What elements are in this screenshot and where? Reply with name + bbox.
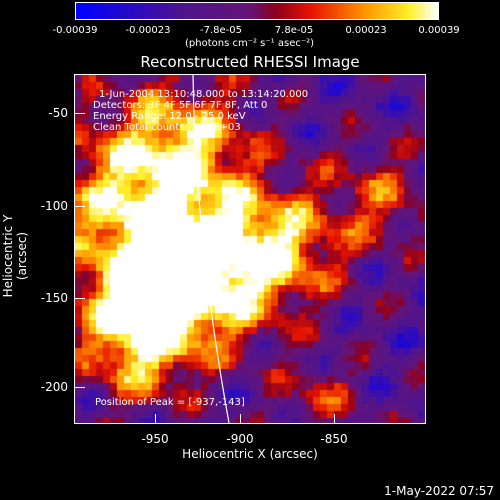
x-tick-mark: [334, 414, 335, 424]
image-plot: 1-Jun-2004 13:10:48.000 to 13:14:20.000 …: [74, 74, 426, 424]
y-tick-mark: [75, 298, 85, 299]
x-tick-label: -850: [320, 432, 348, 446]
y-axis-label: Heliocentric Y (arcsec): [1, 214, 29, 298]
colorbar-tick: -0.00023: [125, 25, 171, 36]
x-tick-mark: [240, 414, 241, 424]
limb-overlay: [192, 75, 230, 423]
colorbar-tick: 0.00039: [418, 25, 460, 36]
plot-title: Reconstructed RHESSI Image: [140, 53, 360, 71]
plot-timestamp: 1-May-2022 07:57: [384, 484, 494, 498]
solar-limb-line: [192, 75, 230, 423]
y-tick-mark: [75, 113, 85, 114]
detectors-text: Detectors: 3F 4F 5F 6F 7F 8F, Att 0: [93, 100, 268, 111]
rhessi-image: [75, 75, 425, 423]
colorbar-units: (photons cm⁻² s⁻¹ asec⁻²): [185, 38, 315, 49]
colorbar-tick: -7.8e-05: [200, 25, 242, 36]
x-tick-label: -950: [141, 432, 169, 446]
colorbar-tick: 7.8e-05: [274, 25, 314, 36]
y-tick-label: -50: [48, 106, 68, 120]
colorbar: [75, 2, 439, 20]
y-tick-label: -100: [40, 199, 68, 213]
time-range-text: 1-Jun-2004 13:10:48.000 to 13:14:20.000: [99, 89, 309, 100]
y-tick-label: -150: [40, 291, 68, 305]
colorbar-tick: 0.00023: [345, 25, 387, 36]
peak-position-text: Position of Peak = [-937,-143]: [95, 397, 245, 408]
y-tick-mark: [75, 206, 85, 207]
colorbar-tick: -0.00039: [52, 25, 98, 36]
x-tick-mark: [155, 414, 156, 424]
energy-range-text: Energy Range: 12.0 - 25.0 keV: [93, 111, 246, 122]
y-tick-mark: [75, 387, 85, 388]
total-counts-text: Clean Total counts: 3.23E+03: [93, 122, 241, 133]
x-tick-label: -900: [226, 432, 254, 446]
y-tick-label: -200: [40, 380, 68, 394]
x-axis-label: Heliocentric X (arcsec): [182, 447, 318, 461]
